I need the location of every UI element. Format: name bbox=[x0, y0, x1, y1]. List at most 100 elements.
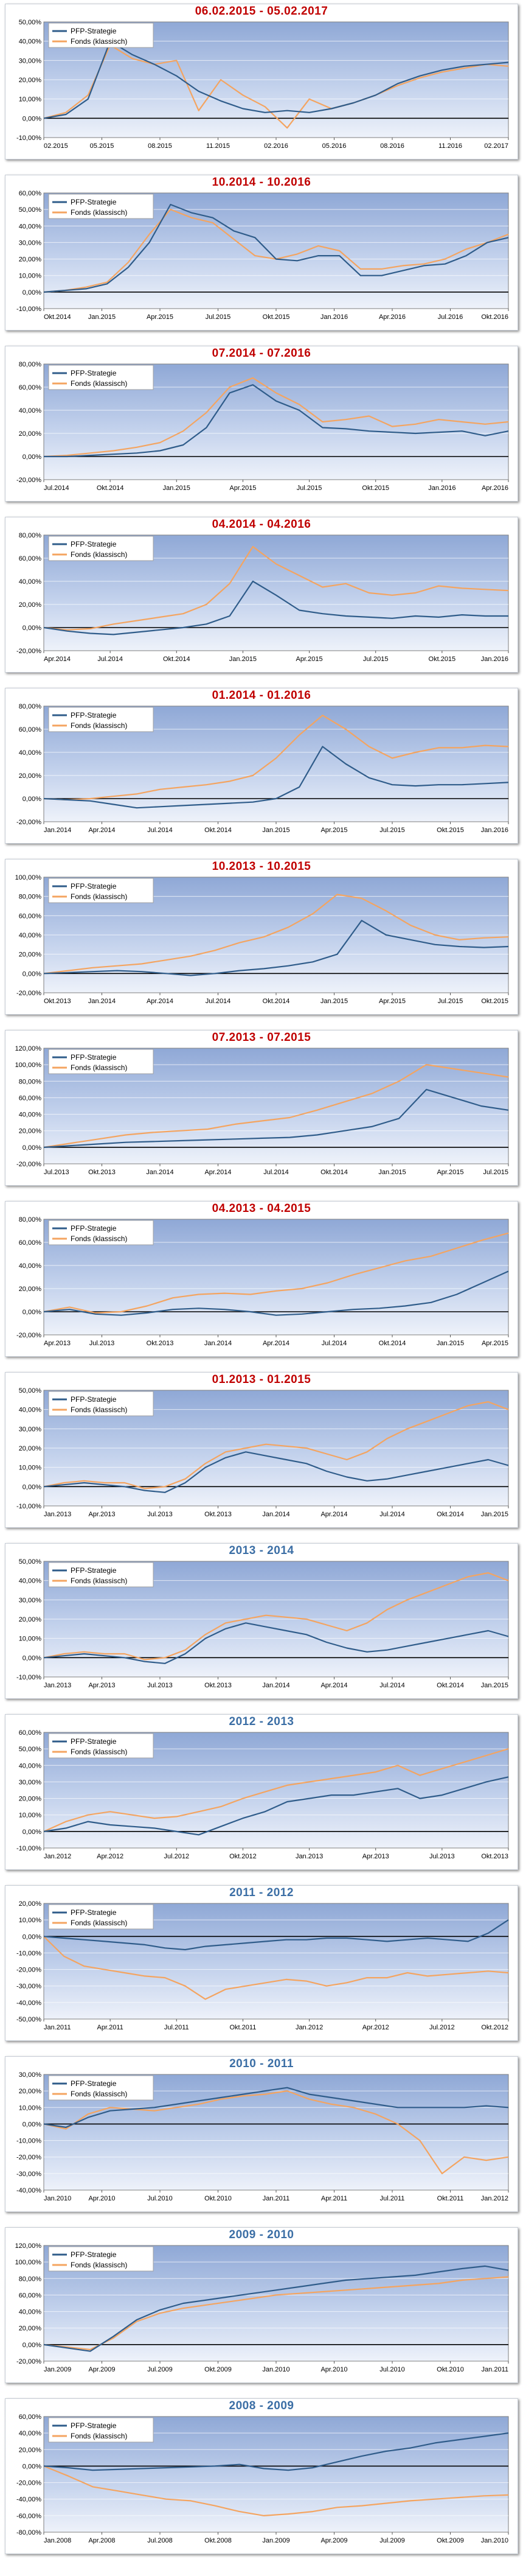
y-tick-label: 0,00% bbox=[23, 1933, 41, 1941]
y-tick-label: 10,00% bbox=[19, 96, 42, 103]
x-tick-label: Jan.2009 bbox=[262, 2537, 289, 2544]
x-tick-label: Jan.2012 bbox=[44, 1853, 71, 1860]
legend-entry: PFP-Strategie bbox=[71, 711, 117, 719]
series-line-fonds-klassisch bbox=[43, 1063, 509, 1148]
chart-panel: 2013 - 2014 50,00% 40,00% 30,00% 20,00% 10,00… bbox=[5, 1543, 518, 1699]
y-tick-label: 20,00% bbox=[19, 256, 42, 264]
legend-entry: PFP-Strategie bbox=[71, 540, 117, 548]
chart-title: 2010 - 2011 bbox=[229, 2057, 294, 2070]
x-tick-label: Apr.2012 bbox=[97, 1853, 123, 1860]
x-tick-label: Jul.2015 bbox=[363, 656, 389, 663]
series-line-pfp-strategie bbox=[44, 384, 509, 458]
x-tick-label: Jul.2009 bbox=[147, 2366, 173, 2373]
y-tick-label: 10,00% bbox=[19, 1812, 42, 1819]
legend-box bbox=[48, 1049, 154, 1074]
series-line-pfp-strategie bbox=[43, 920, 509, 976]
legend-entry: PFP-Strategie bbox=[71, 1566, 117, 1575]
y-tick-label: 10,00% bbox=[19, 1636, 42, 1643]
x-tick-label: Okt.2014 bbox=[163, 656, 190, 663]
x-tick-label: Jan.2014 bbox=[146, 1169, 173, 1176]
x-tick-label: Jan.2015 bbox=[262, 827, 289, 834]
chart-title: 2011 - 2012 bbox=[229, 1886, 294, 1899]
y-tick-label: 20,00% bbox=[19, 951, 42, 959]
y-tick-label: 0,00% bbox=[23, 2121, 41, 2128]
line-chart: 120,00% 100,00% 80,00% 60,00% 40,00% 20,00% 0,… bbox=[15, 1045, 509, 1176]
y-tick-label: 10,00% bbox=[19, 1465, 42, 1472]
y-tick-label: 40,00% bbox=[19, 1262, 42, 1270]
x-tick-label: Okt.2014 bbox=[263, 998, 290, 1005]
y-tick-label: 10,00% bbox=[19, 1917, 42, 1924]
line-chart: 120,00% 100,00% 80,00% 60,00% 40,00% 20,00% 0,… bbox=[15, 2242, 509, 2373]
legend-box bbox=[48, 878, 154, 903]
legend-entry: Fonds (klassisch) bbox=[71, 2432, 127, 2440]
chart-title: 2013 - 2014 bbox=[229, 1544, 294, 1557]
series-line-pfp-strategie bbox=[43, 580, 508, 635]
y-tick-label: 80,00% bbox=[19, 1078, 42, 1085]
legend-box bbox=[48, 707, 154, 732]
x-tick-label: Jul.2012 bbox=[164, 1853, 189, 1860]
x-tick-label: 02.2015 bbox=[44, 142, 68, 150]
y-tick-label: 120,00% bbox=[15, 2242, 42, 2250]
legend-entry: Fonds (klassisch) bbox=[71, 37, 127, 46]
x-tick-label: Jul.2014 bbox=[379, 1511, 405, 1518]
y-tick-label: 10,00% bbox=[19, 2104, 42, 2112]
x-tick-label: Jan.2015 bbox=[88, 313, 116, 321]
x-tick-label: Okt.2015 bbox=[429, 656, 456, 663]
y-tick-label: 60,00% bbox=[19, 1094, 42, 1102]
legend-entry: Fonds (klassisch) bbox=[71, 2090, 127, 2098]
x-tick-label: Jul.2011 bbox=[380, 2195, 405, 2202]
x-tick-label: Okt.2011 bbox=[230, 2024, 257, 2031]
legend-entry: PFP-Strategie bbox=[71, 198, 117, 206]
x-tick-label: Okt.2013 bbox=[147, 1340, 174, 1347]
x-tick-label: Jan.2009 bbox=[44, 2366, 71, 2373]
x-tick-label: Apr.2009 bbox=[88, 2366, 115, 2373]
x-tick-label: Okt.2013 bbox=[481, 1853, 508, 1860]
legend-entry: PFP-Strategie bbox=[71, 882, 117, 891]
series-line-fonds-klassisch bbox=[43, 715, 509, 800]
x-tick-label: Jul.2014 bbox=[97, 656, 123, 663]
y-tick-label: 30,00% bbox=[19, 1779, 42, 1786]
x-tick-label: 05.2015 bbox=[90, 142, 114, 150]
x-tick-label: Jan.2014 bbox=[204, 1340, 232, 1347]
x-tick-label: Jan.2015 bbox=[481, 1511, 508, 1518]
chart-title: 10.2014 - 10.2016 bbox=[212, 176, 311, 189]
y-tick-label: 0,00% bbox=[23, 289, 41, 296]
chart-panel: 07.2013 - 07.2015 120,00% 100,00% 80,00% 60,… bbox=[5, 1030, 518, 1186]
line-chart: 60,00% 40,00% 20,00% 0,00% -20,00% -40,00% -60… bbox=[16, 2413, 509, 2544]
x-tick-label: Jan.2014 bbox=[88, 998, 116, 1005]
legend-box bbox=[48, 194, 154, 219]
x-tick-label: Jan.2012 bbox=[481, 2195, 508, 2202]
legend-box bbox=[48, 1904, 154, 1930]
x-tick-label: Okt.2009 bbox=[437, 2537, 464, 2544]
y-tick-label: -30,00% bbox=[16, 1983, 41, 1990]
x-tick-label: Jan.2015 bbox=[320, 998, 348, 1005]
line-chart: 100,00% 80,00% 60,00% 40,00% 20,00% 0,00% -20,… bbox=[15, 874, 509, 1005]
legend-entry: Fonds (klassisch) bbox=[71, 1748, 127, 1756]
x-tick-label: Apr.2013 bbox=[362, 1853, 389, 1860]
y-tick-label: 20,00% bbox=[19, 1445, 42, 1452]
y-tick-label: 100,00% bbox=[15, 2259, 42, 2266]
series-line-pfp-strategie bbox=[43, 1270, 509, 1316]
chart-title: 01.2014 - 01.2016 bbox=[212, 689, 311, 702]
legend-box bbox=[48, 2417, 154, 2443]
y-tick-label: 50,00% bbox=[19, 1558, 42, 1566]
legend-entry: Fonds (klassisch) bbox=[71, 2261, 127, 2269]
y-tick-label: -10,00% bbox=[16, 1503, 41, 1510]
x-tick-label: Jul.2014 bbox=[263, 1169, 289, 1176]
x-tick-label: Jan.2016 bbox=[320, 313, 348, 321]
x-tick-label: Okt.2012 bbox=[481, 2024, 508, 2031]
chart-title: 07.2014 - 07.2016 bbox=[212, 347, 311, 360]
x-tick-label: Jan.2015 bbox=[437, 1340, 464, 1347]
y-tick-label: 20,00% bbox=[19, 601, 42, 609]
y-tick-label: 0,00% bbox=[23, 1654, 41, 1662]
line-chart: 80,00%60,00%40,00%20,00%0,00%-20,00%Apr.… bbox=[16, 532, 509, 663]
series-line-pfp-strategie bbox=[43, 1088, 509, 1148]
chart-title: 04.2013 - 04.2015 bbox=[212, 1202, 311, 1215]
chart-panel: 10.2013 - 10.2015 100,00% 80,00% 60,00% 40,0… bbox=[5, 859, 518, 1015]
y-tick-label: 50,00% bbox=[19, 1746, 42, 1753]
chart-panel: 2009 - 2010 120,00% 100,00% 80,00% 60,00% 40,… bbox=[5, 2227, 518, 2383]
x-tick-label: Apr.2014 bbox=[44, 656, 71, 663]
x-tick-label: Okt.2013 bbox=[44, 998, 71, 1005]
y-tick-label: 20,00% bbox=[19, 1796, 42, 1803]
x-tick-label: Okt.2014 bbox=[437, 1682, 464, 1689]
